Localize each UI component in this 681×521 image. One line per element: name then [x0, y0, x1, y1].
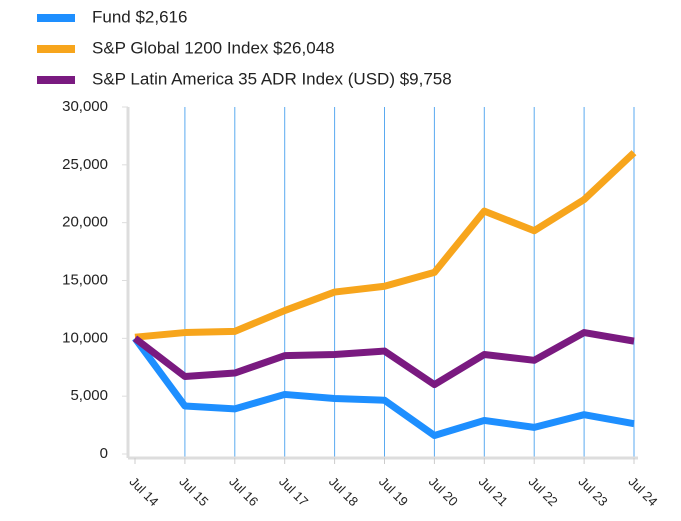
x-tick-label: Jul 14: [126, 474, 161, 509]
x-tick-label: Jul 17: [276, 474, 311, 509]
x-tick-label: Jul 23: [576, 474, 611, 509]
y-tick-label: 15,000: [62, 271, 108, 288]
y-tick-label: 10,000: [62, 329, 108, 346]
x-tick-label: Jul 21: [476, 474, 511, 509]
y-tick-label: 25,000: [62, 156, 108, 173]
x-tick-label: Jul 16: [226, 474, 261, 509]
y-tick-label: 20,000: [62, 214, 108, 231]
x-tick-label: Jul 19: [376, 474, 411, 509]
x-tick-label: Jul 20: [426, 474, 461, 509]
legend-label: S&P Global 1200 Index $26,048: [92, 38, 335, 57]
x-tick-label: Jul 22: [526, 474, 561, 509]
y-tick-label: 5,000: [70, 387, 108, 404]
series-line: [132, 336, 635, 439]
y-tick-label: 30,000: [62, 98, 108, 115]
series-line: [134, 150, 637, 341]
legend-label: S&P Latin America 35 ADR Index (USD) $9,…: [92, 69, 452, 88]
series-line: [132, 329, 635, 389]
x-tick-label: Jul 15: [176, 474, 211, 509]
x-tick-label: Jul 18: [326, 474, 361, 509]
y-tick-label: 0: [100, 445, 108, 462]
legend-label: Fund $2,616: [92, 7, 187, 26]
x-tick-label: Jul 24: [625, 474, 660, 509]
